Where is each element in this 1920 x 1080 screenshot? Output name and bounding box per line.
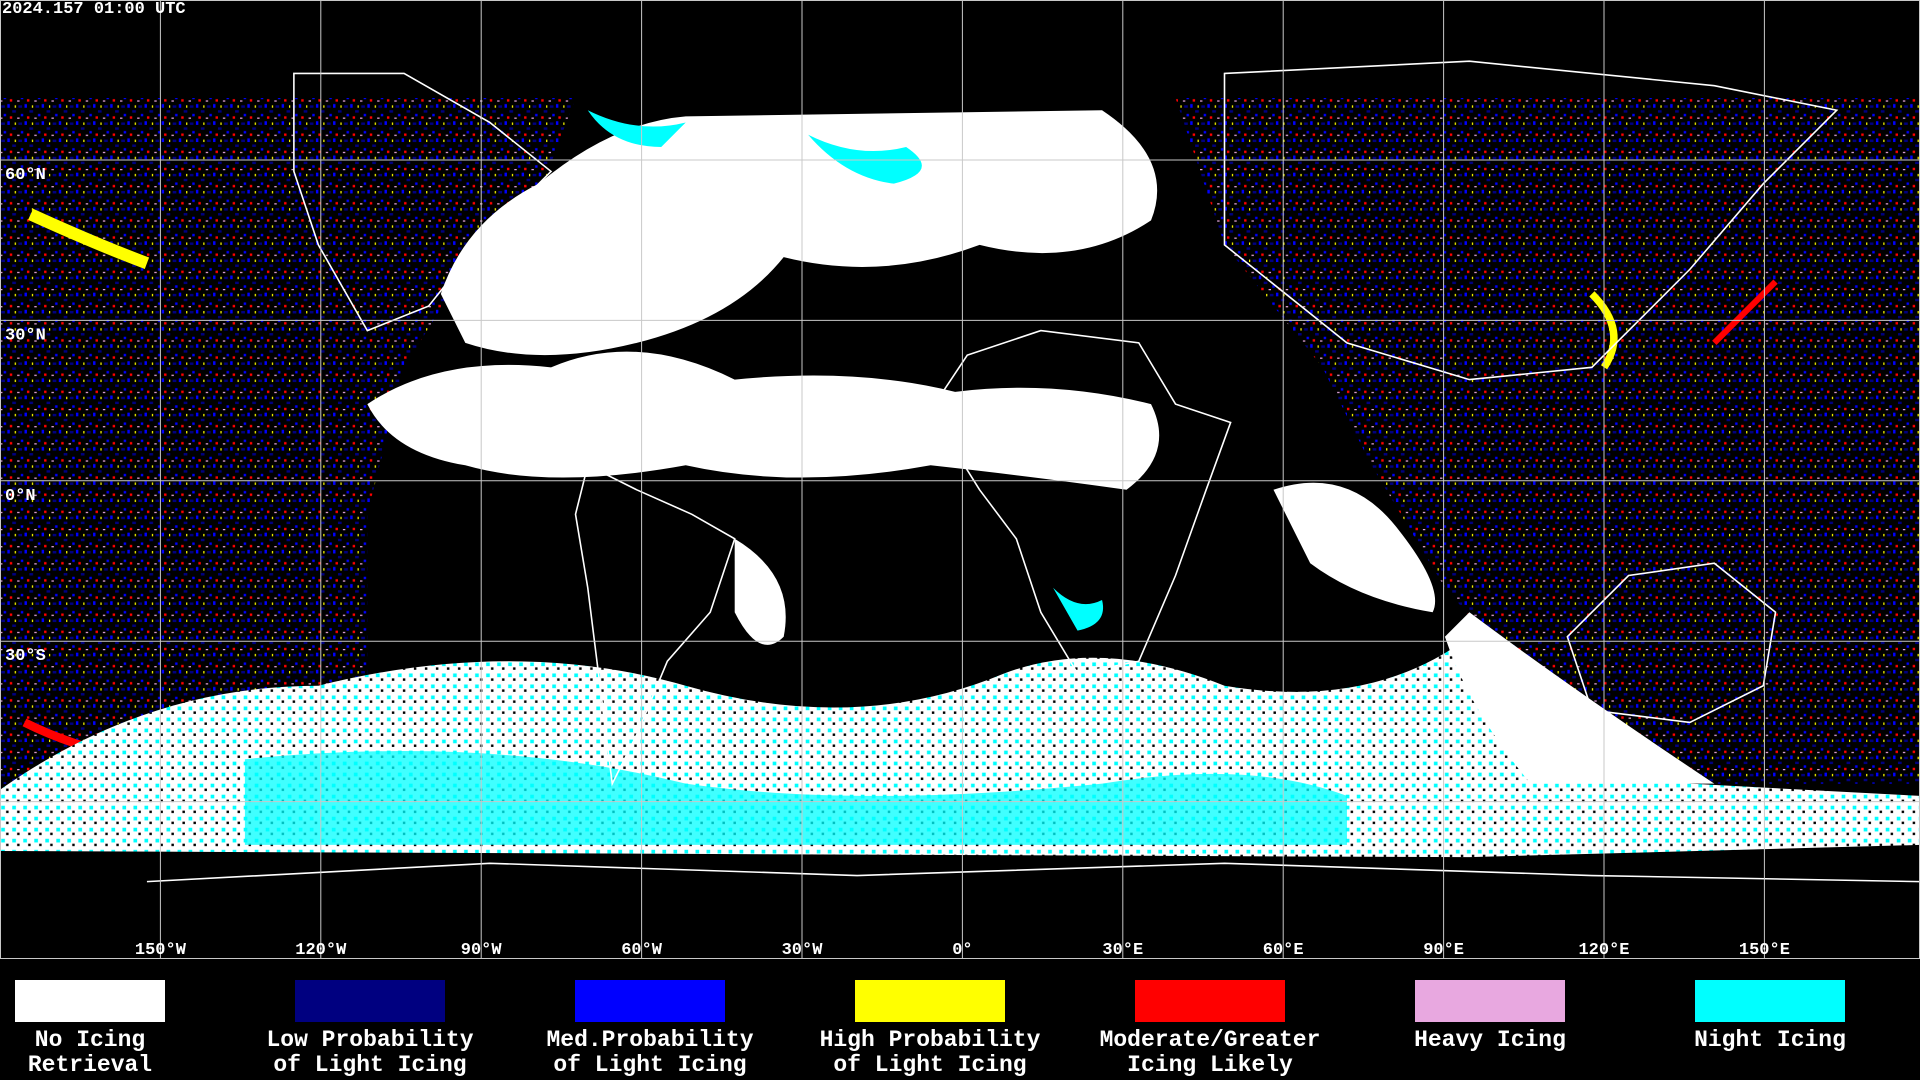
legend-label: Med.Probability	[546, 1027, 753, 1053]
graticule	[0, 0, 1920, 959]
legend-label: Icing Likely	[1127, 1052, 1293, 1078]
legend-label: No Icing	[35, 1027, 145, 1053]
legend-swatch	[1415, 980, 1565, 1022]
legend-label: of Light Icing	[553, 1052, 746, 1078]
legend-swatch	[1135, 980, 1285, 1022]
legend-label: of Light Icing	[273, 1052, 466, 1078]
legend-label: Low Probability	[266, 1027, 473, 1053]
legend-swatch	[575, 980, 725, 1022]
legend-label: Night Icing	[1694, 1027, 1846, 1053]
longitude-label: 60°E	[1263, 941, 1304, 960]
longitude-label: 60°W	[621, 941, 663, 960]
legend-label: Retrieval	[28, 1052, 152, 1078]
longitude-label: 0°	[952, 941, 972, 960]
legend-label: Heavy Icing	[1414, 1027, 1566, 1053]
longitude-label: 120°W	[295, 941, 347, 960]
latitude-label: 30°N	[5, 326, 46, 345]
latitude-label: 0°N	[5, 487, 36, 506]
legend-label: of Light Icing	[833, 1052, 1026, 1078]
longitude-label: 30°E	[1102, 941, 1143, 960]
legend-label: High Probability	[820, 1027, 1041, 1053]
legend-swatch	[855, 980, 1005, 1022]
coordinate-labels: 150°W 120°W 90°W 60°W 30°W 0° 30°E 60°E 90°E 120°…	[5, 166, 1790, 960]
longitude-label: 90°E	[1423, 941, 1464, 960]
legend-swatch	[1695, 980, 1845, 1022]
legend-swatch	[15, 980, 165, 1022]
legend-label: Moderate/Greater	[1100, 1027, 1321, 1053]
timestamp: 2024.157 01:00 UTC	[2, 0, 186, 19]
legend-swatch	[295, 980, 445, 1022]
latitude-label: 60°N	[5, 166, 46, 185]
map-imagery	[0, 60, 1920, 883]
longitude-label: 150°W	[135, 941, 187, 960]
longitude-label: 150°E	[1739, 941, 1790, 960]
longitude-label: 90°W	[461, 941, 503, 960]
latitude-label: 30°S	[5, 647, 46, 666]
longitude-label: 30°W	[782, 941, 824, 960]
longitude-label: 120°E	[1578, 941, 1629, 960]
